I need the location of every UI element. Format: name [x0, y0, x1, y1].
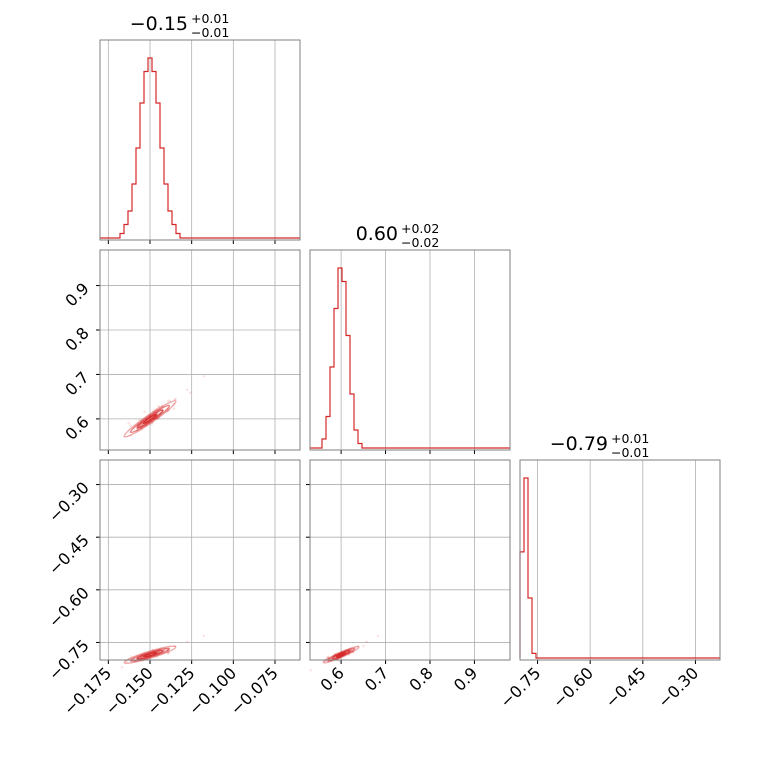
sample-point: [172, 402, 175, 406]
panel-frame: [99, 249, 301, 451]
sample-point: [130, 655, 133, 659]
x-tick-label-1: 0.6: [317, 663, 348, 694]
sample-point: [326, 655, 330, 659]
param-title-value: −0.79: [550, 433, 608, 455]
x-tick-label-1: 0.8: [405, 663, 436, 694]
x-tick-label-2: −0.60: [549, 663, 597, 711]
sample-point: [173, 645, 176, 648]
panel-frame: [99, 459, 301, 661]
sample-point: [160, 404, 164, 408]
x-tick-label-1: 0.7: [361, 663, 392, 694]
y-tick-label-1: 0.9: [61, 279, 92, 310]
hist-panel-2: −0.79 +0.01−0.01: [519, 431, 721, 664]
contour-line: [123, 645, 177, 664]
sample-point: [153, 408, 157, 412]
contour-line: [322, 645, 360, 664]
sample-point: [167, 408, 171, 412]
sample-point: [202, 634, 205, 637]
hist-panel-1: 0.60 +0.02−0.02: [309, 221, 511, 454]
sample-point: [127, 421, 131, 425]
sample-point: [166, 399, 170, 403]
x-tick-label-2: −0.75: [496, 663, 544, 711]
contour-line: [142, 651, 158, 658]
param-title-minus: −0.01: [611, 445, 649, 460]
sample-point: [127, 657, 131, 661]
y-tick-label-2: −0.60: [45, 583, 93, 631]
sample-point: [173, 398, 176, 401]
sample-point: [143, 410, 146, 414]
sample-point: [137, 418, 141, 422]
param-title-value: −0.15: [130, 13, 188, 35]
histogram-2: [519, 477, 720, 659]
sample-point: [356, 645, 360, 648]
y-tick-label-2: −0.75: [45, 636, 93, 684]
contour-line: [136, 409, 164, 429]
sample-point: [365, 640, 368, 643]
sample-point: [376, 634, 380, 637]
sample-point: [120, 665, 124, 669]
x-tick-label-1: 0.9: [450, 663, 481, 694]
sample-point: [157, 405, 161, 409]
contour-line: [136, 649, 164, 660]
panel-frame: [519, 459, 721, 661]
contour-line: [129, 647, 171, 662]
scatter-panel-1-0: [96, 249, 301, 454]
sample-point: [166, 409, 170, 413]
y-tick-label-1: 0.8: [61, 323, 92, 354]
hist-panel-0: −0.15 +0.01−0.01: [99, 11, 301, 244]
y-tick-label-1: 0.7: [61, 368, 92, 399]
sample-point: [174, 397, 177, 401]
sample-point: [188, 391, 192, 395]
sample-point: [202, 375, 205, 378]
y-tick-label-2: −0.45: [45, 531, 93, 579]
contour-line: [129, 404, 171, 434]
sample-point: [352, 651, 355, 654]
sample-point: [309, 668, 313, 672]
panel-frame: [99, 39, 301, 241]
param-title-plus: +0.02: [401, 221, 439, 236]
sample-point: [347, 653, 351, 657]
sample-point: [186, 388, 189, 391]
scatter-panel-2-0: [96, 459, 301, 669]
sample-point: [326, 656, 330, 659]
sample-point: [150, 423, 153, 426]
panel-frame: [309, 249, 511, 451]
contour-line: [142, 413, 158, 425]
param-title-minus: −0.02: [401, 235, 439, 250]
sample-point: [166, 651, 170, 655]
sample-point: [129, 434, 132, 437]
param-title-plus: +0.01: [611, 431, 649, 446]
param-title-value: 0.60: [356, 223, 398, 245]
sample-point: [129, 424, 132, 427]
sample-point: [157, 405, 160, 408]
panel-frame: [309, 459, 511, 661]
sample-point: [166, 651, 170, 654]
x-tick-label-2: −0.45: [602, 663, 650, 711]
param-title-minus: −0.01: [191, 25, 229, 40]
param-title-plus: +0.01: [191, 11, 229, 26]
histogram-0: [100, 57, 300, 239]
sample-point: [168, 399, 172, 403]
y-tick-label-1: 0.6: [61, 412, 92, 443]
sample-point: [167, 651, 171, 655]
sample-point: [125, 660, 128, 664]
y-tick-label-2: −0.30: [45, 478, 93, 526]
sample-point: [362, 644, 365, 648]
contour-line: [327, 647, 356, 662]
x-tick-label-2: −0.30: [654, 663, 702, 711]
scatter-panel-2-1: [306, 459, 511, 672]
sample-point: [172, 407, 176, 411]
sample-point: [186, 640, 189, 643]
histogram-1: [310, 267, 510, 449]
contour-line: [123, 400, 177, 438]
